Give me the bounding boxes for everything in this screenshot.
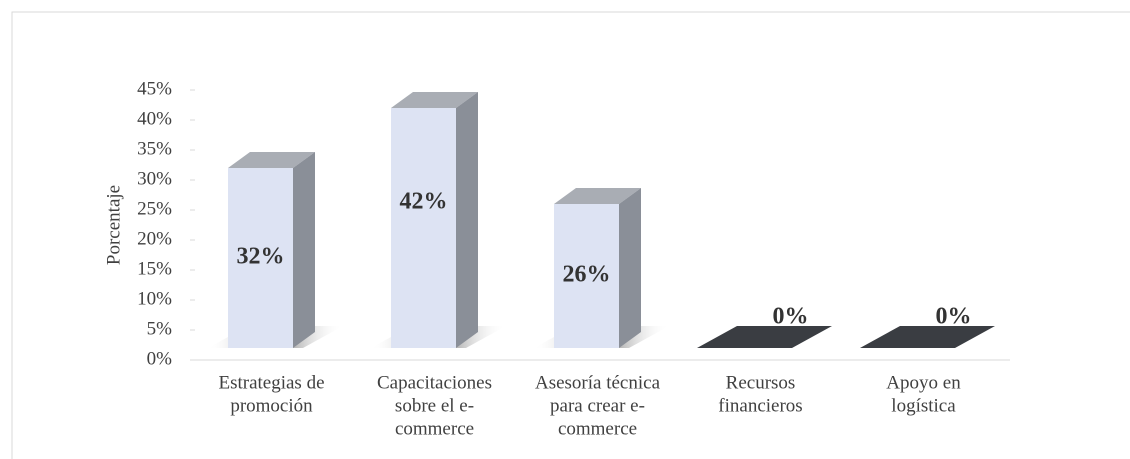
x-tick-label: commerce (558, 418, 637, 439)
x-tick-label: para crear e- (550, 395, 645, 416)
x-tick-label: financieros (718, 395, 802, 416)
y-tick-label: 25% (137, 198, 172, 219)
bar-top (391, 92, 478, 108)
bar-side (456, 92, 478, 348)
bar-shadow (697, 326, 832, 348)
data-label: 0% (936, 304, 972, 330)
x-tick-label: Capacitaciones (377, 372, 492, 393)
bar-top (228, 152, 315, 168)
data-label: 26% (563, 262, 611, 288)
x-tick-label: commerce (395, 418, 474, 439)
y-tick-label: 40% (137, 108, 172, 129)
data-label: 0% (773, 304, 809, 330)
y-tick-label: 35% (137, 138, 172, 159)
y-tick-label: 20% (137, 228, 172, 249)
y-tick-label: 0% (147, 348, 173, 369)
y-tick-label: 5% (147, 318, 173, 339)
data-label: 42% (400, 189, 448, 215)
bar (228, 152, 315, 348)
x-tick-label: Asesoría técnica (535, 372, 661, 393)
bar-front (228, 168, 293, 348)
x-tick-label: Recursos (726, 372, 796, 393)
y-tick-label: 15% (137, 258, 172, 279)
x-tick-label: Apoyo en (886, 372, 961, 393)
y-tick-label: 10% (137, 288, 172, 309)
x-tick-label: logística (891, 395, 956, 416)
data-label: 32% (237, 244, 285, 270)
x-tick-label: sobre el e- (395, 395, 474, 416)
y-axis-label: Porcentaje (103, 185, 124, 265)
bar-top (554, 188, 641, 204)
x-tick-label: Estrategias de (218, 372, 324, 393)
bar-shadow (860, 326, 995, 348)
bar-side (293, 152, 315, 348)
x-tick-label: promoción (230, 395, 313, 416)
bar (391, 92, 478, 348)
frame (11, 11, 1130, 459)
bar-front (391, 108, 456, 348)
y-tick-label: 30% (137, 168, 172, 189)
bar-front (554, 204, 619, 348)
y-tick-label: 45% (137, 78, 172, 99)
bar-side (619, 188, 641, 348)
bar (554, 188, 641, 348)
